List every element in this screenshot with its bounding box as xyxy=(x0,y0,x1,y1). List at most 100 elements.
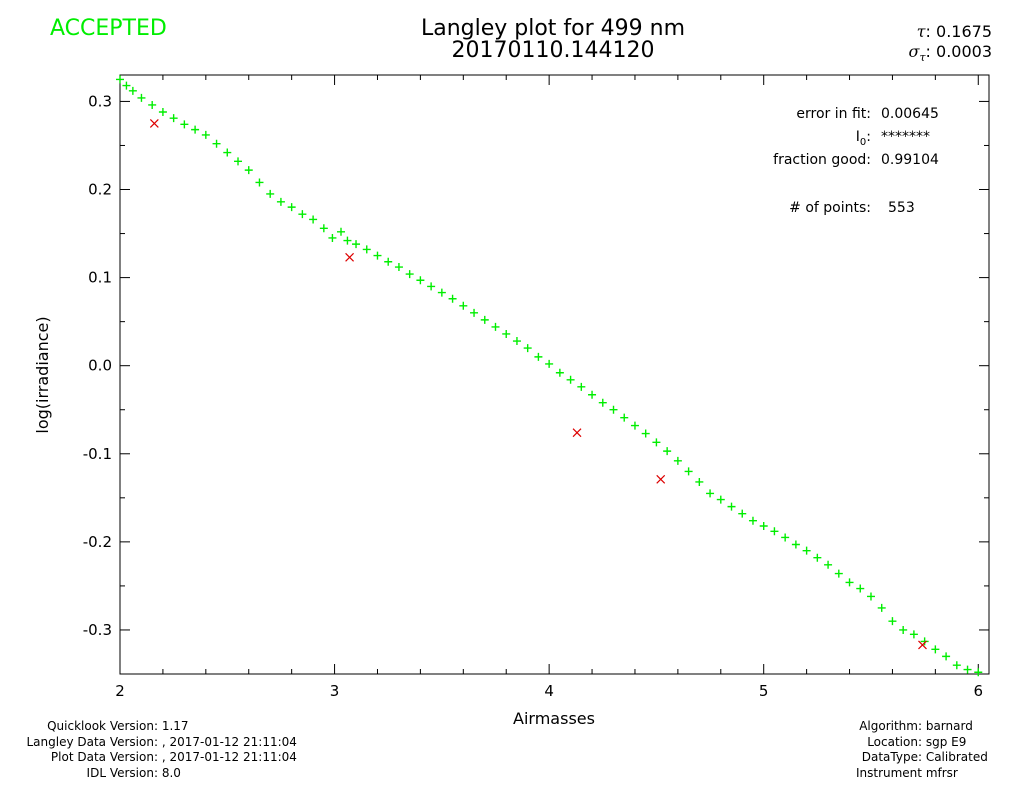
data-point-plus xyxy=(555,368,564,377)
data-point-plus xyxy=(116,75,124,84)
data-point-plus xyxy=(609,405,618,414)
rejected-point xyxy=(149,119,159,128)
data-point-plus xyxy=(128,86,137,95)
y-tick-label: 0.3 xyxy=(88,92,112,110)
footer-value: , 2017-01-12 21:11:04 xyxy=(161,750,297,764)
data-point-plus xyxy=(963,665,972,674)
stat-error-label: error in fit: xyxy=(796,106,871,122)
data-point-plus xyxy=(866,592,875,601)
footer-label: Quicklook Version: xyxy=(47,719,158,733)
data-point-plus xyxy=(502,329,511,338)
data-point-plus xyxy=(931,645,940,654)
data-point-plus xyxy=(319,224,328,233)
y-tick-label: -0.1 xyxy=(83,445,112,463)
footer-label: IDL Version: xyxy=(86,765,158,780)
data-point-plus xyxy=(974,668,983,677)
data-point-plus xyxy=(738,509,747,518)
stat-points-value: 553 xyxy=(888,200,915,216)
rejected-point xyxy=(656,474,666,484)
data-point-plus xyxy=(122,81,131,90)
chart-title: Langley plot for 499 nm xyxy=(420,16,686,41)
data-point-plus xyxy=(212,139,221,148)
data-point-plus xyxy=(394,263,403,272)
data-point-plus xyxy=(287,203,296,212)
footer-label: Instrument xyxy=(855,765,922,780)
data-point-plus xyxy=(802,546,811,555)
data-point-plus xyxy=(942,652,951,661)
x-tick-label: 5 xyxy=(759,682,769,700)
data-point-plus xyxy=(834,569,843,578)
rejected-point xyxy=(345,252,355,262)
sigma-value: : 0.0003 xyxy=(925,42,992,61)
footer-row: Location: sgp E9 xyxy=(836,735,988,751)
footer-label: Langley Data Version: xyxy=(26,734,158,749)
data-point-plus xyxy=(427,282,436,291)
data-point-plus xyxy=(480,315,489,324)
data-point-plus xyxy=(405,270,414,279)
data-point-plus xyxy=(491,322,500,331)
data-point-plus xyxy=(352,240,361,249)
data-point-plus xyxy=(899,625,908,634)
footer-row: Quicklook Version: 1.17 xyxy=(0,719,297,735)
x-tick-label: 2 xyxy=(115,682,125,700)
stat-i0-label: I0: xyxy=(856,129,871,148)
stat-i0-colon: : xyxy=(866,129,871,145)
sigma-symbol: σ xyxy=(908,42,920,61)
data-point-plus xyxy=(137,93,146,102)
tau-readout: τ: 0.1675 xyxy=(917,22,992,41)
data-point-plus xyxy=(512,337,521,346)
data-point-plus xyxy=(641,429,650,438)
data-point-plus xyxy=(384,257,393,266)
data-point-plus xyxy=(534,352,543,361)
plot-frame xyxy=(119,74,990,675)
fit-stats: error in fit: 0.00645 I0: ******* fracti… xyxy=(773,106,939,216)
x-tick-label: 4 xyxy=(544,682,554,700)
axis-ticks: 2 3 4 5 6 0.3 0.2 0.1 0.0 -0.1 -0.2 -0.3 xyxy=(83,75,989,700)
data-point-plus xyxy=(877,603,886,612)
data-point-plus xyxy=(663,447,672,456)
data-point-plus xyxy=(309,215,318,224)
footer-row: IDL Version: 8.0 xyxy=(0,766,297,782)
data-point-plus xyxy=(328,233,337,242)
data-point-plus xyxy=(909,630,918,639)
footer-value: Calibrated xyxy=(925,750,988,764)
stat-fraction-value: 0.99104 xyxy=(881,152,939,168)
data-point-plus xyxy=(201,130,210,139)
stat-i0-letter: I xyxy=(856,129,860,145)
data-point-plus xyxy=(813,553,822,562)
footer-row: Algorithm: barnard xyxy=(836,719,988,735)
stat-error-value: 0.00645 xyxy=(881,106,939,122)
data-point-plus xyxy=(588,390,597,399)
footer-right: Algorithm: barnard Location: sgp E9 Data… xyxy=(836,719,988,781)
data-point-plus xyxy=(255,178,264,187)
data-point-plus xyxy=(845,578,854,587)
footer-row: DataType: Calibrated xyxy=(836,750,988,766)
data-point-plus xyxy=(470,308,479,317)
y-tick-label: -0.2 xyxy=(83,533,112,551)
data-point-plus xyxy=(437,288,446,297)
data-point-plus xyxy=(191,125,200,134)
data-point-plus xyxy=(952,661,961,670)
y-tick-label: -0.3 xyxy=(83,621,112,639)
data-points xyxy=(116,75,983,677)
x-axis-label: Airmasses xyxy=(513,709,595,728)
data-point-plus xyxy=(416,276,425,285)
sigma-subscript: τ xyxy=(919,51,926,65)
footer-value: 8.0 xyxy=(161,765,181,780)
footer-label: Algorithm: xyxy=(859,719,922,733)
data-point-plus xyxy=(791,540,800,549)
footer-row: Langley Data Version: , 2017-01-12 21:11… xyxy=(0,734,296,751)
data-point-plus xyxy=(781,533,790,542)
data-point-plus xyxy=(620,413,629,422)
data-point-plus xyxy=(759,522,768,531)
data-point-plus xyxy=(298,210,307,219)
rejected-point xyxy=(918,640,927,650)
data-point-plus xyxy=(343,236,352,245)
chart-subtitle: 20170110.144120 xyxy=(451,38,655,63)
stat-fraction-label: fraction good: xyxy=(773,152,871,168)
footer-left: Quicklook Version: 1.17 Langley Data Ver… xyxy=(0,719,297,782)
footer-label: Location: xyxy=(867,734,922,749)
footer-value: barnard xyxy=(925,719,973,733)
data-point-plus xyxy=(652,438,661,447)
